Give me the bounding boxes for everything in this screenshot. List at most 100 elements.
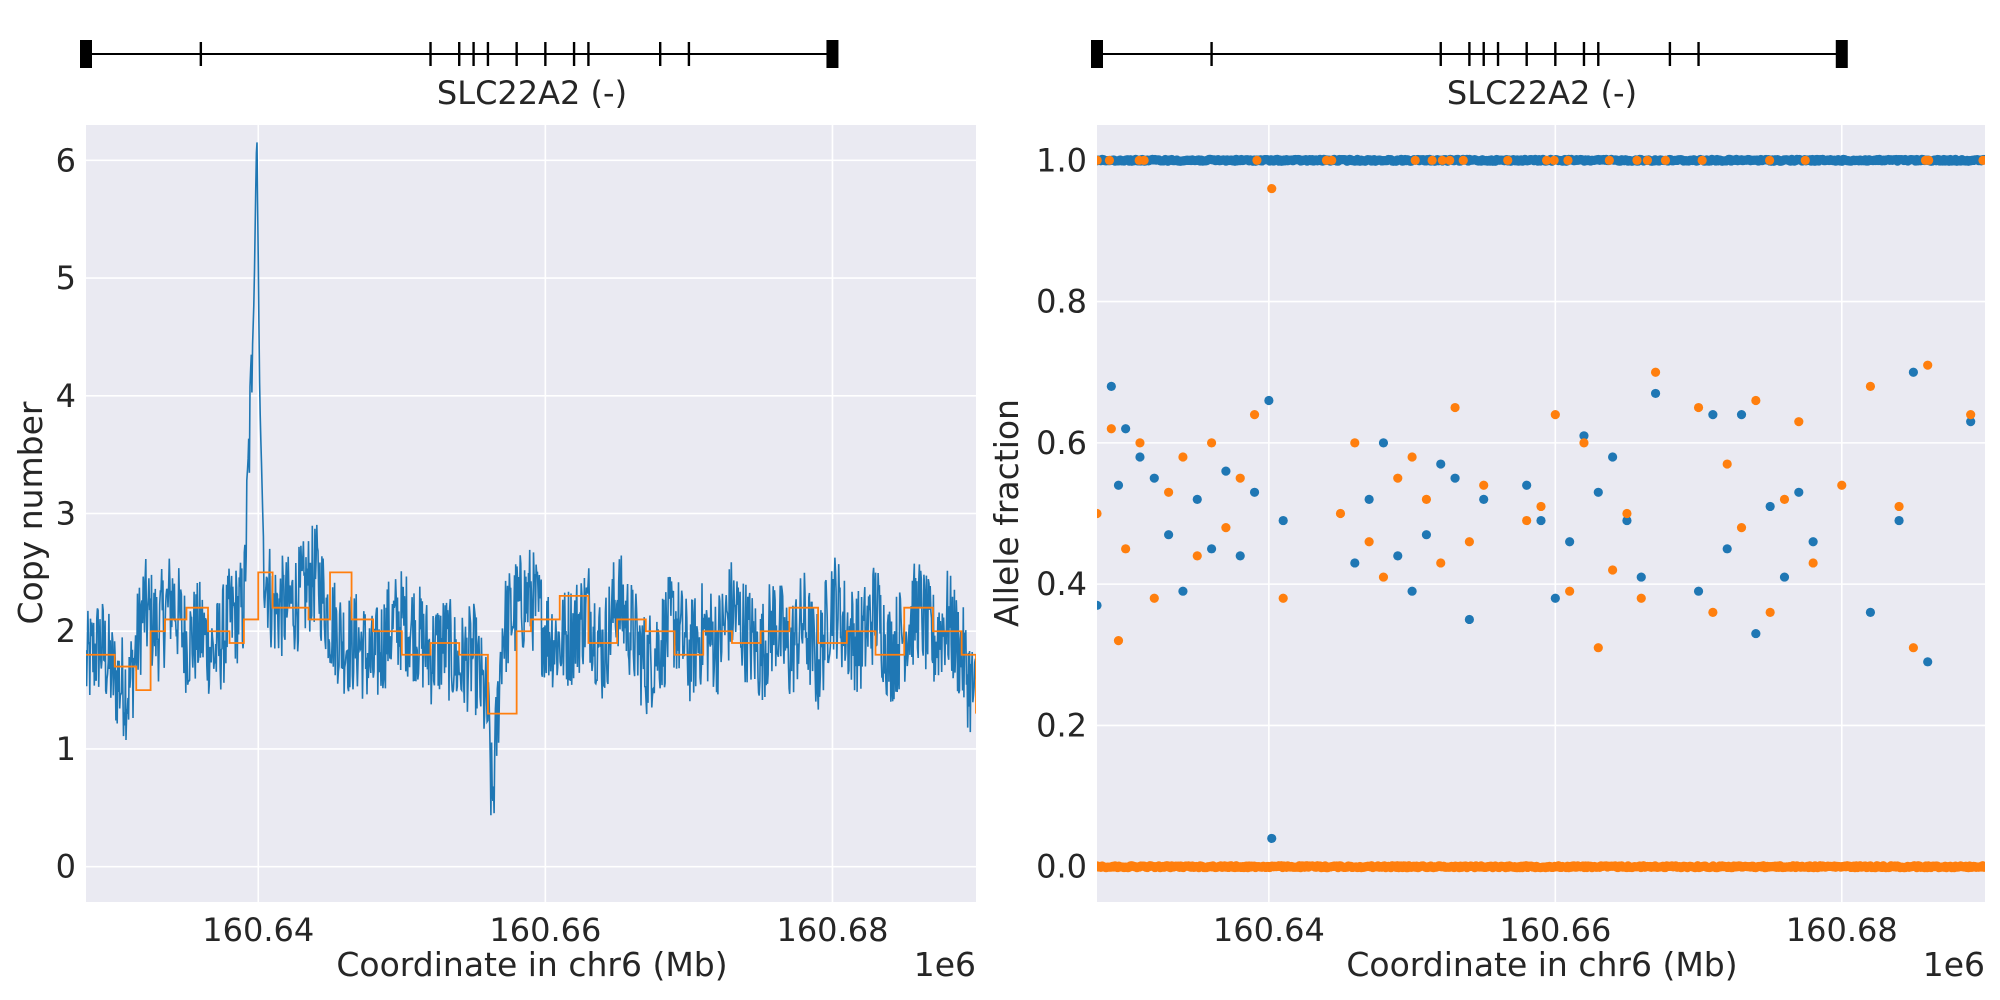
allele-fraction-point [1264, 395, 1274, 406]
exon-mark [587, 42, 590, 66]
allele-fraction-point [1550, 410, 1560, 420]
allele-fraction-point [1407, 452, 1417, 462]
allele-fraction-point [1593, 487, 1603, 497]
allele-fraction-point [1464, 537, 1474, 547]
homozygous-point [1697, 155, 1707, 165]
exon-mark [658, 42, 662, 66]
allele-fraction-point [1536, 501, 1546, 512]
homozygous-point [1427, 155, 1437, 165]
allele-fraction-point [1267, 833, 1277, 844]
gene-track [1091, 40, 1848, 68]
raw-copy-number-line [86, 142, 976, 816]
gene-track [80, 40, 839, 68]
homozygous-point [1549, 155, 1559, 165]
allele-fraction-point [1779, 572, 1790, 582]
y-tick-label: 2 [56, 612, 76, 650]
exon-mark [544, 42, 547, 66]
allele-fraction-point [1794, 417, 1804, 427]
gene-track-label: SLC22A2 (-) [437, 74, 627, 112]
allele-fraction-point [1966, 410, 1976, 420]
allele-fraction-point [1106, 381, 1116, 391]
homozygous-point [1445, 155, 1455, 165]
allele-fraction-point [1364, 537, 1374, 547]
exon-mark [1210, 42, 1213, 66]
x-offset-label: 1e6 [1923, 945, 1985, 984]
x-tick-label: 160.68 [1786, 911, 1898, 949]
exon-mark [1525, 42, 1528, 66]
y-tick-label: 0.8 [1036, 283, 1087, 321]
y-tick-label: 0.4 [1036, 565, 1087, 603]
allele-fraction-point [1593, 643, 1603, 653]
allele-fraction-panel: SLC22A2 (-) 160.64 160.66 160.68 0.0 0.2 0.4… [987, 40, 1985, 984]
homozygous-point [1458, 155, 1468, 165]
allele-fraction-point [1278, 515, 1288, 526]
allele-fraction-point [1192, 551, 1202, 561]
allele-fraction-point [1113, 480, 1124, 490]
x-tick-labels: 160.64 160.66 160.68 [202, 911, 888, 949]
allele-fraction-point [1622, 515, 1632, 526]
allele-fraction-point [1608, 452, 1618, 462]
exon-mark [80, 40, 92, 68]
allele-fraction-point [1097, 600, 1102, 610]
y-tick-label: 5 [56, 259, 76, 297]
allele-fraction-point [1206, 544, 1217, 554]
x-axis-label: Coordinate in chr6 (Mb) [336, 945, 727, 984]
exon-mark [486, 42, 490, 66]
y-tick-label: 0.6 [1036, 424, 1087, 462]
allele-fraction-point [1221, 466, 1231, 476]
y-tick-label: 0 [56, 848, 76, 886]
allele-fraction-point [1364, 494, 1374, 504]
allele-fraction-point [1536, 515, 1546, 526]
allele-fraction-point [1267, 183, 1277, 194]
allele-fraction-point [1894, 501, 1904, 512]
allele-fraction-point [1736, 410, 1747, 420]
allele-fraction-point [1794, 487, 1804, 497]
homozygous-point [1097, 155, 1102, 165]
homozygous-point [1978, 155, 1985, 165]
allele-fraction-point [1708, 607, 1718, 617]
allele-fraction-point [1608, 565, 1618, 575]
allele-fraction-point [1113, 636, 1124, 646]
x-axis-label: Coordinate in chr6 (Mb) [1346, 945, 1737, 984]
allele-fraction-point [1722, 459, 1732, 469]
allele-fraction-point [1550, 593, 1560, 603]
allele-fraction-point [1865, 607, 1876, 617]
x-tick-labels: 160.64 160.66 160.68 [1213, 911, 1898, 949]
allele-fraction-point [1923, 360, 1933, 370]
exon-mark [515, 42, 518, 66]
allele-fraction-point [1235, 473, 1245, 483]
x-tick-label: 160.66 [1499, 911, 1611, 949]
allele-fraction-point [1121, 544, 1131, 554]
allele-fraction-point [1135, 438, 1145, 448]
exon-mark [687, 42, 691, 66]
homozygous-point [1563, 155, 1573, 165]
homozygous-point [1104, 155, 1115, 165]
allele-fraction-point [1121, 424, 1131, 434]
allele-fraction-point [1378, 572, 1389, 582]
allele-fraction-point [1736, 523, 1747, 533]
allele-fraction-point [1235, 551, 1245, 561]
y-tick-label: 3 [56, 495, 76, 533]
homozygous-point [1134, 155, 1144, 165]
y-axis-label: Allele fraction [987, 399, 1026, 627]
allele-fraction-point [1436, 558, 1446, 568]
copy-number-series [86, 142, 976, 816]
allele-fraction-point [1097, 508, 1102, 519]
allele-fraction-point [1622, 508, 1632, 519]
allele-fraction-point [1393, 473, 1403, 483]
allele-fraction-point [1808, 537, 1818, 547]
allele-fraction-point [1923, 657, 1933, 667]
exon-mark [1091, 40, 1103, 68]
y-tick-labels: 0 1 2 3 4 5 6 [56, 141, 76, 885]
homozygous-point [1410, 155, 1420, 165]
allele-fraction-point [1565, 586, 1575, 596]
allele-fraction-point [1808, 558, 1818, 568]
allele-fraction-point [1450, 473, 1460, 483]
exon-mark [1668, 42, 1672, 66]
allele-fraction-point [1407, 586, 1417, 596]
y-tick-label: 1 [56, 730, 76, 768]
x-tick-label: 160.68 [776, 911, 888, 949]
allele-fraction-point [1149, 593, 1159, 603]
allele-fraction-point [1751, 395, 1761, 406]
